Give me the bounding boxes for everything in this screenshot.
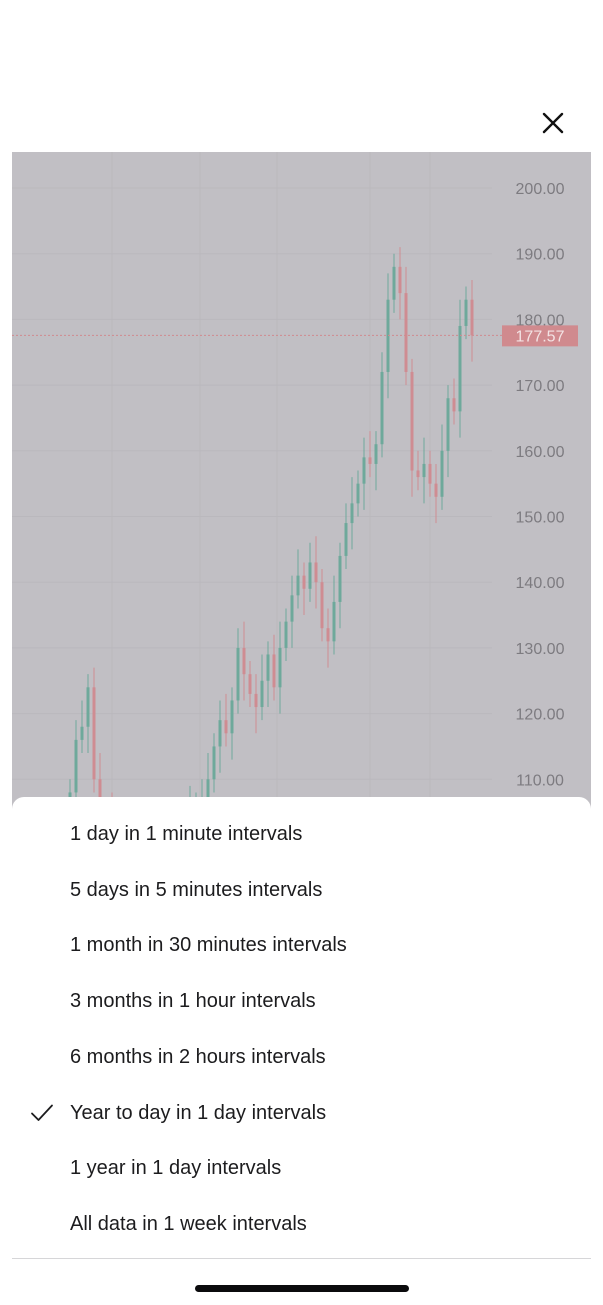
- y-tick-label: 200.00: [516, 181, 565, 198]
- candle-body: [338, 555, 342, 602]
- interval-option[interactable]: All data in 1 week intervals: [70, 1199, 570, 1249]
- candle-body: [254, 693, 258, 708]
- home-indicator[interactable]: [195, 1285, 409, 1292]
- candle-body: [344, 523, 348, 556]
- candle-body: [230, 700, 234, 734]
- candle-body: [284, 621, 288, 648]
- candle-body: [458, 325, 462, 412]
- candle-body: [440, 450, 444, 497]
- candle-body: [236, 647, 240, 701]
- candle-body: [80, 726, 84, 740]
- candle-body: [290, 595, 294, 622]
- y-tick-label: 150.00: [516, 510, 565, 527]
- y-tick-label: 160.00: [516, 444, 565, 461]
- candle-body: [380, 371, 384, 445]
- y-tick-label: 170.00: [516, 378, 565, 395]
- candle-body: [242, 647, 246, 675]
- candle-body: [368, 457, 372, 464]
- candle-body: [98, 779, 102, 812]
- candle-body: [422, 463, 426, 478]
- y-tick-label: 190.00: [516, 247, 565, 264]
- candle-body: [302, 575, 306, 589]
- candle-body: [260, 680, 264, 708]
- interval-option-label: 5 days in 5 minutes intervals: [70, 878, 323, 901]
- current-price-badge: [502, 325, 578, 347]
- candle-body: [278, 647, 282, 688]
- interval-option-label: All data in 1 week intervals: [70, 1212, 307, 1235]
- candle-body: [224, 720, 228, 734]
- interval-option-label: Year to day in 1 day intervals: [70, 1101, 327, 1124]
- candle-body: [470, 299, 474, 336]
- candle-body: [428, 463, 432, 484]
- interval-option[interactable]: 1 month in 30 minutes intervals: [70, 920, 570, 970]
- candle-body: [452, 398, 456, 412]
- interval-option-label: 1 day in 1 minute intervals: [70, 823, 303, 845]
- y-tick-label: 120.00: [516, 707, 565, 724]
- close-icon: [542, 112, 564, 134]
- y-tick-label: 180.00: [516, 312, 565, 329]
- candle-body: [350, 503, 354, 524]
- candle-body: [356, 483, 360, 504]
- price-chart[interactable]: 200.00 190.00 180.00 170.00 160.00 150.00 140.…: [12, 152, 591, 812]
- interval-option-label: 1 month in 30 minutes intervals: [70, 934, 347, 957]
- candle-body: [416, 470, 420, 478]
- interval-option[interactable]: 1 day in 1 minute intervals: [70, 809, 570, 859]
- y-tick-label: 140.00: [516, 575, 565, 592]
- candle-body: [398, 266, 402, 294]
- candle-body: [74, 739, 78, 793]
- y-tick-label: 130.00: [516, 641, 565, 658]
- candle-body: [404, 293, 408, 372]
- candle-body: [362, 457, 366, 484]
- y-tick-label: 110.00: [516, 772, 564, 789]
- divider: [12, 1258, 591, 1259]
- candle-body: [410, 371, 414, 471]
- candle-body: [248, 674, 252, 694]
- candle-body: [464, 299, 468, 326]
- close-button[interactable]: [538, 108, 568, 138]
- candle-body: [92, 687, 96, 780]
- candle-body: [314, 562, 318, 583]
- interval-option-label: 3 months in 1 hour intervals: [70, 990, 316, 1013]
- candle-body: [218, 720, 222, 747]
- checkmark-icon: [31, 1104, 53, 1121]
- interval-option-label: 1 year in 1 day intervals: [70, 1157, 282, 1180]
- candle-body: [374, 444, 378, 464]
- interval-option[interactable]: 3 months in 1 hour intervals: [70, 976, 570, 1026]
- interval-menu-sheet: 1 day in 1 minute intervals 5 days in 5 m…: [12, 797, 591, 1258]
- candle-body: [332, 601, 336, 642]
- interval-option[interactable]: 1 year in 1 day intervals: [70, 1143, 570, 1193]
- candle-body: [320, 582, 324, 629]
- interval-option[interactable]: 6 months in 2 hours intervals: [70, 1032, 570, 1082]
- chart-canvas: 200.00 190.00 180.00 170.00 160.00 150.00 140.…: [12, 152, 578, 812]
- candle-body: [266, 654, 270, 681]
- candle-body: [212, 746, 216, 780]
- candle-body: [446, 398, 450, 451]
- interval-option[interactable]: Year to day in 1 day intervals: [31, 1088, 570, 1138]
- candle-body: [392, 266, 396, 300]
- candle-body: [326, 628, 330, 642]
- candle-body: [86, 687, 90, 727]
- current-price-label: 177.57: [516, 328, 565, 345]
- candle-body: [206, 779, 210, 800]
- candle-body: [434, 483, 438, 497]
- candle-body: [308, 562, 312, 589]
- interval-option[interactable]: 5 days in 5 minutes intervals: [70, 865, 570, 915]
- candle-body: [296, 575, 300, 596]
- candle-body: [272, 654, 276, 688]
- interval-option-label: 6 months in 2 hours intervals: [70, 1045, 326, 1068]
